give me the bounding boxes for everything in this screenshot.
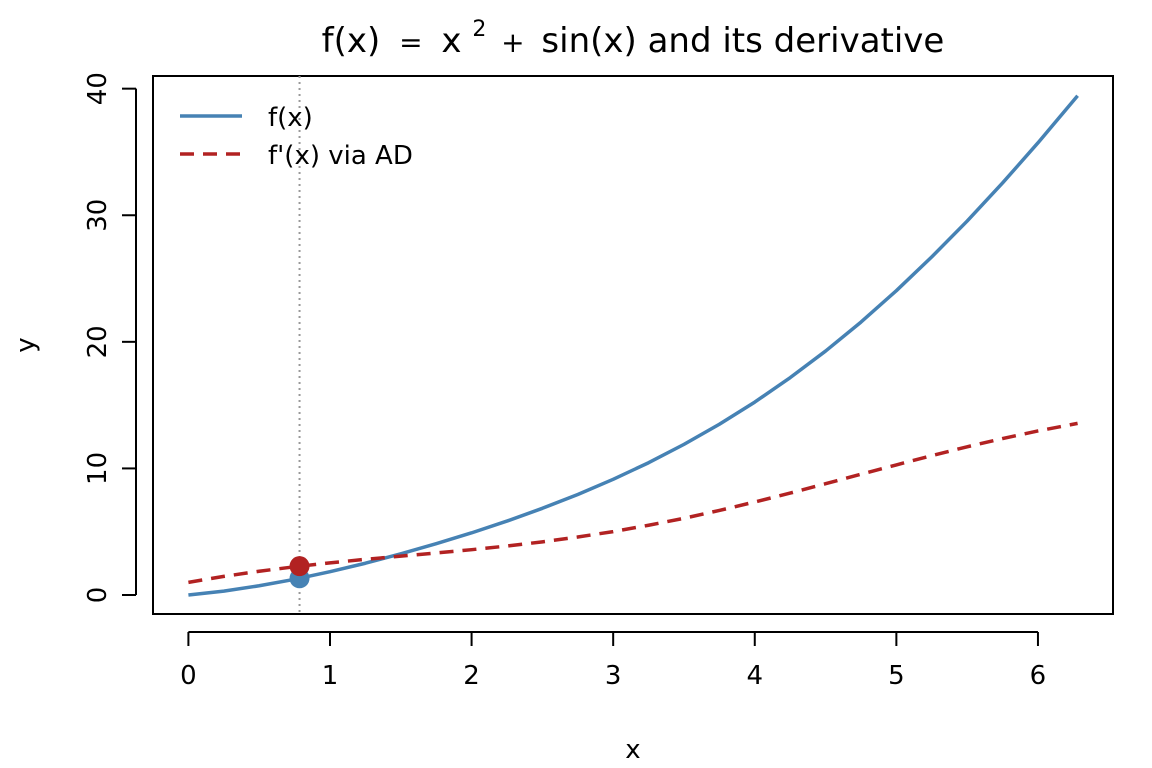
title-main: f(x): [322, 21, 381, 61]
title-sup: 2: [472, 17, 486, 42]
y-tick-label: 40: [83, 72, 113, 105]
title-tail: sin(x) and its derivative: [541, 21, 944, 61]
x-tick-label: 4: [746, 661, 763, 691]
x-axis-label: x: [625, 735, 640, 765]
x-tick-label: 3: [605, 661, 622, 691]
highlight-point-1: [289, 556, 310, 577]
x-tick-label: 2: [463, 661, 480, 691]
y-tick-label: 20: [83, 325, 113, 358]
y-axis: 0 10 20 30 40: [83, 72, 137, 604]
legend-label-dfx: f'(x) via AD: [268, 141, 413, 171]
y-tick-label: 0: [83, 587, 113, 604]
plot-box: [152, 75, 1114, 615]
y-axis-label: y: [11, 337, 41, 352]
series-line-0: [188, 94, 1079, 597]
y-tick-label: 10: [83, 452, 113, 485]
legend: f(x) f'(x) via AD: [180, 103, 413, 171]
x-tick-label: 1: [322, 661, 339, 691]
series-layer: [188, 94, 1079, 597]
title-eq: =: [399, 26, 422, 59]
points-layer: [289, 556, 310, 589]
y-tick-label: 30: [83, 199, 113, 232]
x-axis: 0 1 2 3 4 5 6: [180, 631, 1047, 691]
legend-label-fx: f(x): [268, 103, 313, 133]
x-tick-label: 5: [888, 661, 905, 691]
x-tick-label: 6: [1030, 661, 1047, 691]
title-plus: +: [501, 26, 524, 59]
title-base: x: [441, 21, 461, 61]
x-tick-label: 0: [180, 661, 197, 691]
chart-title: f(x) = x 2 + sin(x) and its derivative: [322, 5, 945, 61]
series-line-1: [188, 421, 1078, 585]
